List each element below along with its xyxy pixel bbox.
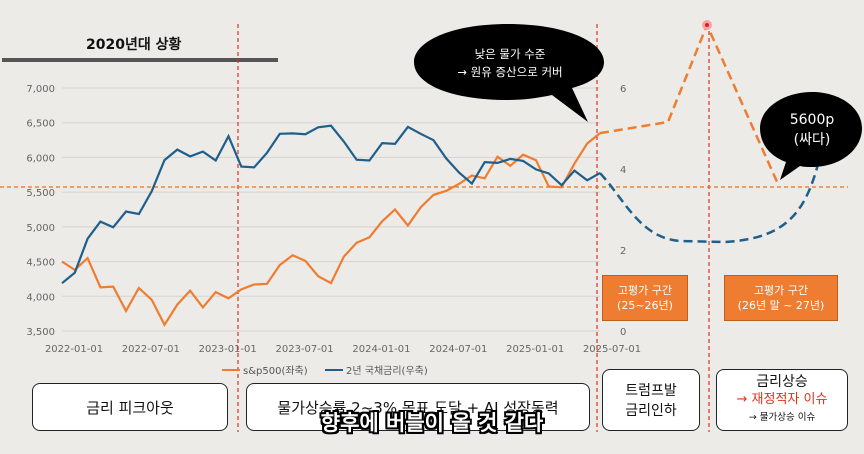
x-tick: 2024-07-01 — [429, 344, 487, 355]
x-tick: 2025-07-01 — [583, 344, 641, 355]
box1-label: 금리 피크아웃 — [86, 398, 174, 417]
caption-subtitle: 향후에 버블이 올 것 같다 — [320, 411, 544, 435]
zone1-line2: (25~26년) — [617, 299, 673, 312]
sp500-projection-line — [599, 21, 780, 185]
title-underline — [2, 58, 278, 62]
y-right-tick: 4 — [620, 165, 626, 176]
zone1-line1: 고평가 구간 — [617, 284, 673, 297]
box2-label: 물가상승률 2~3% 목표 도달 + AI 성장동력 — [277, 398, 559, 417]
bubble2-line1: 5600p — [790, 112, 835, 128]
x-tick: 2023-01-01 — [199, 344, 257, 355]
y-left-tick: 4,000 — [26, 292, 55, 303]
x-tick: 2022-07-01 — [122, 344, 180, 355]
phase-box-trump-cut: 트럼프발 금리인하 — [602, 369, 700, 431]
bubble1-line1: 낮은 물가 수준 — [475, 47, 546, 61]
y-left-tick: 4,500 — [26, 258, 55, 269]
box3-line1: 트럼프발 — [625, 383, 677, 399]
bond-yield-series-line — [61, 124, 601, 285]
y-left-tick: 6,500 — [26, 119, 55, 130]
box4-line3: → 물가상승 이슈 — [748, 412, 816, 423]
y-left-tick: 3,500 — [26, 327, 55, 338]
bond-yield-projection-line — [599, 147, 824, 244]
x-tick: 2024-01-01 — [352, 344, 410, 355]
box4-line2: → 재정적자 이슈 — [736, 392, 828, 407]
box3-line2: 금리인하 — [625, 403, 677, 419]
y-right-tick: 6 — [620, 84, 626, 95]
left-axis-ticks: 3,500 4,000 4,500 5,000 5,500 6,000 6,500 7,000 — [26, 84, 55, 338]
phase-box-rate-peakout: 금리 피크아웃 — [32, 383, 228, 431]
peak-marker-core — [705, 23, 709, 27]
speech-bubble-5600p: 5600p (싸다) — [760, 92, 862, 180]
phase-box-inflation-ai: 물가상승률 2~3% 목표 도달 + AI 성장동력 — [246, 383, 590, 431]
y-left-tick: 7,000 — [26, 84, 55, 95]
overvalued-zone-2: 고평가 구간 (26년 말 ~ 27년) — [724, 275, 838, 321]
phase-box-rate-rise: 금리상승 → 재정적자 이슈 → 물가상승 이슈 — [716, 369, 848, 431]
zone2-line1: 고평가 구간 — [753, 284, 809, 297]
legend: s&p500(좌축) 2년 국채금리(우축) — [222, 365, 428, 377]
chart-title: 2020년대 상황 — [86, 37, 182, 53]
x-tick: 2025-01-01 — [506, 344, 564, 355]
x-tick: 2022-01-01 — [45, 344, 103, 355]
zone2-line2: (26년 말 ~ 27년) — [737, 299, 825, 312]
y-right-tick: 0 — [620, 327, 626, 338]
x-tick: 2023-07-01 — [276, 344, 334, 355]
y-right-tick: 2 — [620, 246, 626, 257]
box4-line1: 금리상승 — [756, 374, 808, 390]
y-left-tick: 5,000 — [26, 223, 55, 234]
red-divider-lines — [237, 24, 710, 432]
x-axis-ticks: 2022-01-01 2022-07-01 2023-01-01 2023-07-01… — [45, 344, 641, 355]
legend-bond: 2년 국채금리(우축) — [346, 365, 428, 377]
overvalued-zone-1: 고평가 구간 (25~26년) — [602, 275, 688, 321]
y-left-tick: 6,000 — [26, 153, 55, 164]
bubble2-line2: (싸다) — [794, 132, 831, 148]
y-left-tick: 5,500 — [26, 188, 55, 199]
right-axis-ticks: 0 2 4 6 — [620, 84, 626, 338]
speech-bubble-oil: 낮은 물가 수준 → 원유 증산으로 커버 — [414, 24, 604, 122]
bubble1-line2: → 원유 증산으로 커버 — [457, 65, 562, 79]
sp500-series-line — [61, 132, 601, 328]
legend-sp500: s&p500(좌축) — [243, 365, 308, 377]
